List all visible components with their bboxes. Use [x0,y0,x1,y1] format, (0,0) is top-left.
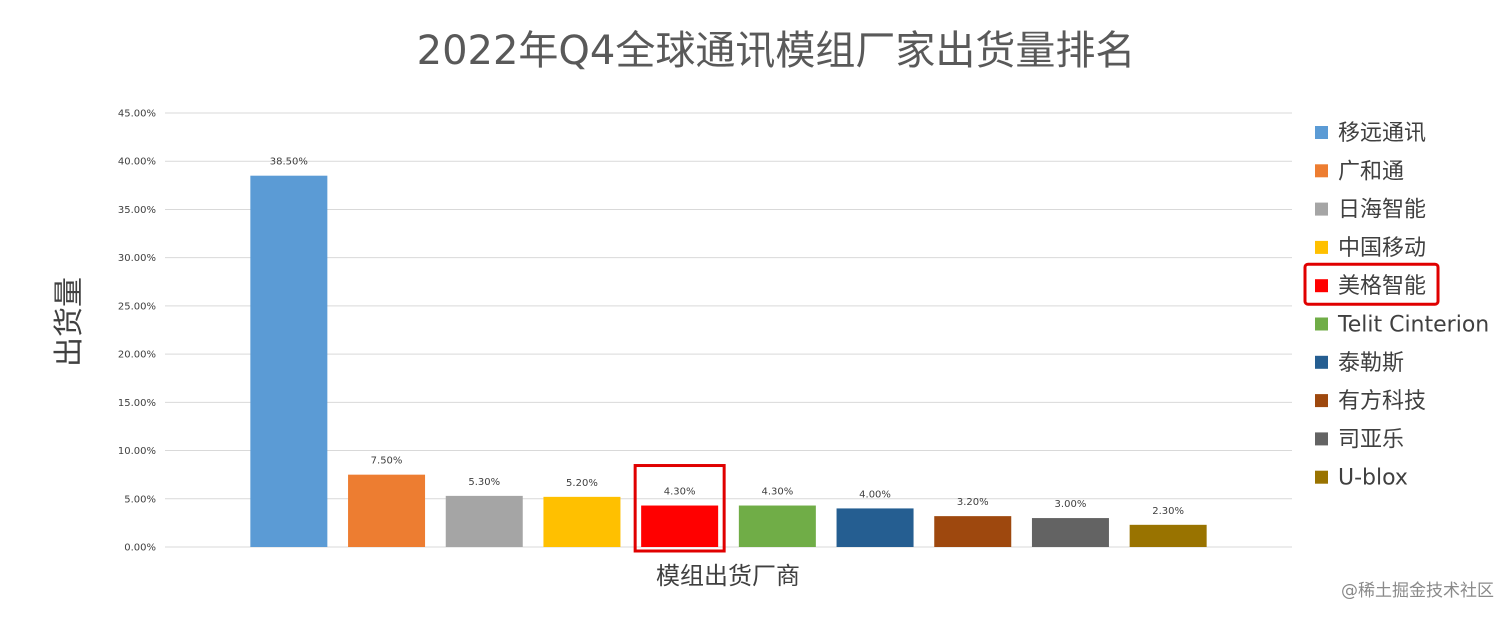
y-tick-label: 40.00% [118,157,156,168]
chart-title: 2022年Q4全球通讯模组厂家出货量排名 [417,28,1136,74]
legend-swatch-8 [1315,432,1328,446]
watermark: @稀土掘金技术社区 [1341,581,1494,601]
legend-swatch-3 [1315,240,1328,254]
data-label-1: 7.50% [371,456,403,467]
legend-entry-9: U-blox [1338,466,1408,491]
y-tick-label: 15.00% [118,398,156,409]
legend-swatch-2 [1315,202,1328,216]
y-tick-label: 20.00% [118,350,156,361]
legend-entry-0: 移远通讯 [1338,121,1426,146]
y-tick-label: 5.00% [124,494,156,505]
bar-9 [1129,524,1207,547]
legend-swatch-7 [1315,394,1328,408]
highlight-box-legend [1303,262,1440,306]
data-label-4: 4.30% [664,487,696,498]
bar-7 [934,516,1012,547]
legend-entry-6: 泰勒斯 [1338,351,1404,376]
legend-entry-2: 日海智能 [1338,198,1426,223]
legend-entry-1: 广和通 [1338,159,1404,184]
data-label-2: 5.30% [468,477,500,488]
legend-entry-5: Telit Cinterion [1337,313,1489,338]
highlight-box-bar [633,464,726,553]
data-label-3: 5.20% [566,478,598,489]
data-label-5: 4.30% [761,487,793,498]
y-tick-label: 30.00% [118,253,156,264]
bar-2 [445,495,523,547]
legend-swatch-6 [1315,355,1328,369]
data-label-9: 2.30% [1152,506,1184,517]
data-labels: 38.50% 7.50% 5.30% 5.20% 4.30% 4.30% 4.00% 3.20… [270,157,1184,517]
y-axis-ticks: 0.00% 5.00% 10.00% 15.00% 20.00% 25.00% 30.00%… [118,109,156,554]
y-tick-label: 25.00% [118,301,156,312]
bar-8 [1031,518,1109,547]
legend-entry-8: 司亚乐 [1338,427,1404,452]
data-label-8: 3.00% [1055,499,1087,510]
data-label-0: 38.50% [270,157,308,168]
data-label-6: 4.00% [859,489,891,500]
legend-swatch-5 [1315,317,1328,331]
bar-6 [836,508,914,547]
bar-1 [348,474,426,547]
legend-swatch-1 [1315,164,1328,178]
y-tick-label: 10.00% [118,446,156,457]
y-tick-label: 0.00% [124,543,156,554]
bar-5 [738,505,816,547]
y-tick-label: 35.00% [118,205,156,216]
gridlines [165,112,1292,548]
y-tick-label: 45.00% [118,109,156,120]
legend-entry-3: 中国移动 [1338,236,1426,261]
bar-4 [641,505,719,547]
legend-entry-4: 美格智能 [1338,274,1426,299]
legend-swatch-4 [1315,279,1328,293]
data-label-7: 3.20% [957,497,989,508]
legend-swatch-0 [1315,126,1328,139]
bar-0 [250,175,328,547]
y-axis-label: 出货量 [52,277,87,367]
bar-3 [543,496,621,547]
x-axis-label: 模组出货厂商 [656,562,800,590]
legend-entry-7: 有方科技 [1338,389,1426,414]
legend-swatch-9 [1315,470,1328,484]
bars [250,175,1207,553]
